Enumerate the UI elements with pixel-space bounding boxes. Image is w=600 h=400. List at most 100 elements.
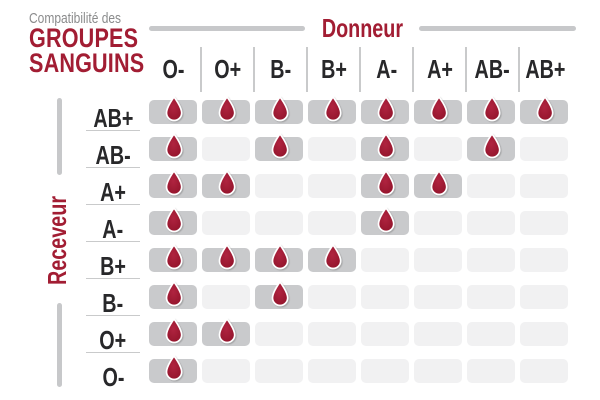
compatibility-cell-O--from-AB-	[465, 359, 518, 396]
blood-drop-icon	[271, 281, 289, 307]
cell-chip	[467, 248, 515, 272]
compatibility-cell-O+-from-A-	[359, 322, 412, 359]
receiver-row-label-O+: O+	[86, 322, 140, 359]
receiver-axis-label: Receveur	[37, 175, 77, 305]
cell-chip	[255, 322, 303, 346]
donor-header-label: B-	[270, 54, 291, 84]
compatibility-cell-O--from-O+	[200, 359, 253, 396]
grid-row-O+	[147, 318, 571, 359]
compatibility-cell-B--from-B+	[306, 285, 359, 322]
blood-drop-icon	[165, 318, 183, 344]
compatibility-cell-A+-from-A-	[359, 170, 412, 211]
compatibility-cell-A--from-A+	[412, 211, 465, 248]
blood-drop-icon	[324, 96, 342, 122]
blood-drop-icon	[218, 318, 236, 344]
cell-chip	[520, 359, 568, 383]
compatibility-cell-A+-from-O-	[147, 170, 200, 211]
donor-header-A-: A-	[359, 47, 412, 92]
compatibility-cell-O+-from-B-	[253, 322, 306, 359]
donor-axis-label-text: Donneur	[321, 13, 403, 43]
compatibility-cell-A--from-AB-	[465, 211, 518, 248]
cell-chip	[308, 285, 356, 309]
donor-header-AB+: AB+	[518, 47, 571, 92]
compatibility-cell-B+-from-AB-	[465, 248, 518, 285]
blood-drop-icon	[165, 244, 183, 270]
donor-header-label: O+	[214, 54, 241, 84]
blood-drop-icon	[324, 244, 342, 270]
donor-header-AB-: AB-	[465, 47, 518, 92]
donor-header-label: A+	[426, 54, 453, 84]
cell-chip	[255, 211, 303, 235]
grid-row-A+	[147, 170, 571, 211]
receiver-axis-label-text: Receveur	[42, 195, 72, 285]
compatibility-cell-B--from-AB-	[465, 285, 518, 322]
cell-chip	[520, 248, 568, 272]
compatibility-cell-A+-from-B+	[306, 174, 359, 211]
cell-chip	[414, 211, 462, 235]
compatibility-cell-B+-from-B+	[306, 244, 359, 285]
receiver-row-label-A-: A-	[86, 211, 140, 248]
cell-chip	[520, 174, 568, 198]
compatibility-cell-AB+-from-AB+	[518, 96, 571, 137]
compatibility-cell-O--from-A-	[359, 359, 412, 396]
donor-header-label: A-	[376, 54, 397, 84]
cell-chip	[255, 359, 303, 383]
blood-drop-icon	[377, 207, 395, 233]
receiver-axis-bar-bottom	[57, 303, 62, 387]
blood-drop-icon	[271, 244, 289, 270]
cell-chip	[202, 285, 250, 309]
compatibility-cell-AB--from-O+	[200, 137, 253, 174]
compatibility-cell-O+-from-B+	[306, 322, 359, 359]
receiver-row-label-AB-: AB-	[86, 137, 140, 174]
cell-chip	[202, 359, 250, 383]
compatibility-cell-A--from-B+	[306, 211, 359, 248]
blood-drop-icon	[165, 281, 183, 307]
receiver-row-label-text: O-	[102, 362, 124, 392]
cell-chip	[202, 211, 250, 235]
cell-chip	[467, 174, 515, 198]
grid-row-B-	[147, 281, 571, 322]
cell-chip	[467, 359, 515, 383]
donor-header-O-: O-	[147, 47, 200, 92]
compatibility-cell-AB--from-AB+	[518, 137, 571, 174]
compatibility-cell-O--from-B-	[253, 359, 306, 396]
compatibility-cell-A--from-AB+	[518, 211, 571, 248]
compatibility-cell-O--from-B+	[306, 359, 359, 396]
compatibility-cell-AB+-from-O+	[200, 96, 253, 137]
receiver-row-label-A+: A+	[86, 174, 140, 211]
blood-drop-icon	[377, 170, 395, 196]
cell-chip	[520, 322, 568, 346]
compatibility-cell-B--from-O-	[147, 281, 200, 322]
cell-chip	[308, 137, 356, 161]
cell-chip	[361, 322, 409, 346]
title-eyebrow-text: Compatibilité des	[29, 10, 122, 27]
donor-header-row: O- O+ B- B+ A- A+ AB- AB+	[147, 47, 571, 92]
cell-chip	[361, 248, 409, 272]
grid-row-AB+	[147, 96, 571, 137]
cell-chip	[361, 285, 409, 309]
grid-row-O-	[147, 355, 571, 396]
compatibility-cell-A+-from-AB+	[518, 174, 571, 211]
receiver-row-label-text: AB-	[95, 140, 131, 170]
compatibility-cell-O+-from-O+	[200, 318, 253, 359]
cell-chip	[361, 359, 409, 383]
grid-row-B+	[147, 244, 571, 285]
cell-chip	[202, 137, 250, 161]
cell-chip	[414, 137, 462, 161]
receiver-row-label-B-: B-	[86, 285, 140, 322]
compatibility-cell-AB+-from-A-	[359, 96, 412, 137]
blood-drop-icon	[271, 133, 289, 159]
blood-drop-icon	[218, 170, 236, 196]
compatibility-cell-AB+-from-B-	[253, 96, 306, 137]
donor-header-label: AB+	[525, 54, 566, 84]
cell-chip	[308, 322, 356, 346]
blood-drop-icon	[165, 355, 183, 381]
compatibility-cell-AB+-from-B+	[306, 96, 359, 137]
cell-chip	[467, 211, 515, 235]
blood-drop-icon	[165, 96, 183, 122]
donor-header-label: AB-	[474, 54, 511, 84]
cell-chip	[308, 211, 356, 235]
title-line2: SANGUINS	[29, 48, 145, 78]
blood-drop-icon	[271, 96, 289, 122]
compatibility-cell-O+-from-A+	[412, 322, 465, 359]
